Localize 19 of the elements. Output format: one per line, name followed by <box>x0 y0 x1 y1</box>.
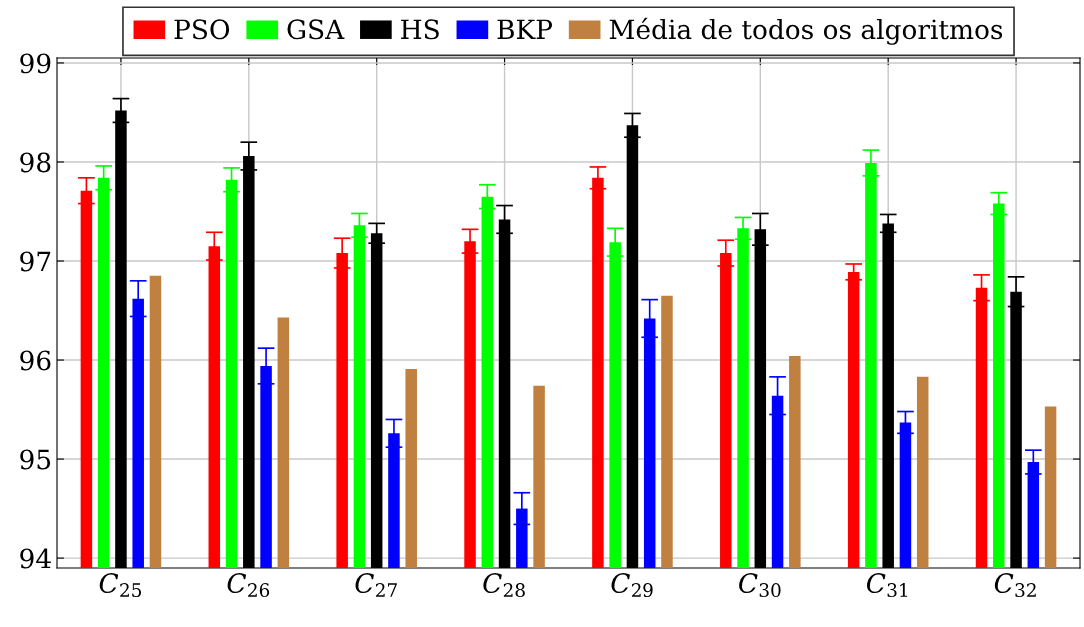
y-tick-label: 97 <box>20 251 51 272</box>
legend-label: BKP <box>497 19 553 39</box>
legend-label: Média de todos os algoritmos <box>609 17 1003 45</box>
legend-label: HS <box>401 19 439 40</box>
y-tick-label: 98 <box>20 152 51 173</box>
x-tick-label: C$_{27}$ <box>355 573 397 597</box>
x-tick-label: C$_{30}$ <box>739 573 781 598</box>
x-tick-label: C$_{26}$ <box>227 573 270 598</box>
y-tick-label: 96 <box>20 350 51 371</box>
x-tick-label: C$_{28}$ <box>483 573 525 598</box>
y-tick-label: 94 <box>20 548 51 569</box>
x-tick-label: C$_{31}$ <box>866 573 908 598</box>
legend-label: PSO <box>174 19 230 40</box>
x-tick-label: C$_{32}$ <box>994 573 1036 598</box>
x-tick-label: C$_{29}$ <box>611 573 653 598</box>
legend-label: GSA <box>287 19 345 40</box>
y-tick-label: 99 <box>20 53 51 74</box>
x-tick-label: C$_{25}$ <box>99 573 142 598</box>
y-tick-label: 95 <box>20 449 51 470</box>
